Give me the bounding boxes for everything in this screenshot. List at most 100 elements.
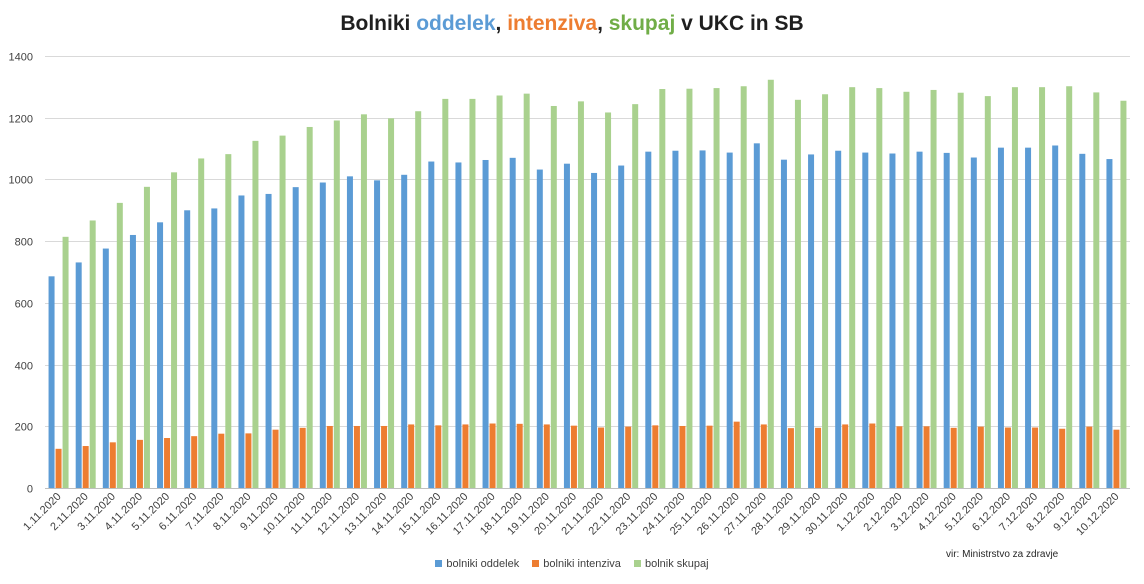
title-part-intenziva: intenziva (507, 12, 598, 35)
bar-skupaj (957, 92, 964, 488)
bar-oddelek (726, 152, 733, 488)
bar-skupaj (767, 79, 774, 488)
bar-intenziva (353, 425, 360, 488)
bar-intenziva (82, 446, 89, 488)
bar-oddelek (699, 150, 706, 489)
bar-oddelek (75, 262, 82, 488)
bar-skupaj (1120, 100, 1127, 489)
bar-skupaj (306, 126, 313, 488)
bar-skupaj (62, 236, 69, 488)
bar-intenziva (652, 425, 659, 488)
bar-intenziva (326, 425, 333, 488)
bar-skupaj (605, 112, 612, 488)
bar-intenziva (435, 425, 442, 488)
bar-intenziva (760, 424, 767, 488)
bar-skupaj (903, 91, 910, 488)
bars (48, 79, 1127, 489)
source-note: vir: Ministrstvo za zdravje (946, 549, 1059, 560)
bar-skupaj (388, 118, 395, 488)
legend-item-skupaj: bolnik skupaj (633, 558, 709, 570)
bar-oddelek (645, 151, 652, 488)
y-tick-label: 400 (15, 361, 33, 373)
bar-skupaj (686, 88, 693, 489)
bar-intenziva (381, 425, 388, 488)
bar-oddelek (292, 187, 299, 488)
y-axis-tick-labels: 0 200 400 600 800 1000 1200 1400 (9, 52, 33, 496)
y-tick-label: 1200 (9, 114, 33, 126)
bar-skupaj (333, 120, 340, 489)
bar-intenziva (191, 436, 198, 488)
bar-skupaj (849, 87, 856, 489)
bar-oddelek (211, 208, 218, 488)
bar-skupaj (198, 158, 205, 488)
bar-skupaj (1093, 92, 1100, 488)
bar-skupaj (713, 88, 720, 488)
bar-oddelek (536, 169, 543, 489)
bar-oddelek (970, 157, 977, 488)
bar-oddelek (780, 159, 787, 488)
bar-intenziva (136, 439, 143, 488)
legend-label-intenziva: bolniki intenziva (543, 558, 621, 570)
bar-skupaj (822, 94, 829, 488)
bar-intenziva (164, 438, 171, 488)
bar-intenziva (923, 426, 930, 488)
bar-skupaj (469, 98, 476, 488)
title-part-ukc-sb: v UKC in SB (675, 12, 804, 35)
bar-oddelek (509, 157, 516, 488)
title-part-bolniki: Bolniki (340, 12, 417, 35)
bar-intenziva (109, 442, 116, 488)
title-part-comma-2: , (597, 12, 609, 35)
bar-oddelek (48, 276, 55, 488)
y-tick-label: 1400 (9, 52, 33, 64)
bar-skupaj (171, 172, 178, 488)
bar-skupaj (116, 202, 123, 488)
title-part-comma-1: , (495, 12, 508, 35)
x-axis-tick-labels: 1.11.20202.11.20203.11.20204.11.20205.11… (21, 491, 1121, 538)
bar-intenziva (977, 426, 984, 488)
gridlines (45, 56, 1130, 489)
bar-oddelek (184, 210, 191, 489)
bar-intenziva (787, 428, 794, 488)
bar-intenziva (1032, 427, 1039, 488)
legend-swatch-oddelek (435, 560, 443, 567)
bar-intenziva (570, 425, 577, 488)
bar-intenziva (815, 427, 822, 488)
bar-skupaj (1011, 87, 1018, 489)
bar-skupaj (143, 186, 150, 488)
bar-skupaj (740, 86, 747, 489)
bar-oddelek (862, 152, 869, 488)
bar-oddelek (102, 248, 109, 488)
bar-intenziva (598, 427, 605, 488)
bar-oddelek (401, 174, 408, 489)
y-tick-label: 800 (15, 237, 33, 249)
bar-intenziva (462, 424, 469, 488)
bar-skupaj (632, 104, 639, 488)
bar-skupaj (1066, 86, 1073, 489)
bar-oddelek (672, 150, 679, 489)
bar-skupaj (930, 89, 937, 488)
legend-item-intenziva: bolniki intenziva (532, 558, 621, 570)
bar-intenziva (1059, 428, 1066, 488)
y-tick-label: 600 (15, 299, 33, 311)
bar-oddelek (753, 143, 760, 488)
bar-intenziva (869, 423, 876, 488)
bar-oddelek (618, 165, 625, 489)
title-part-skupaj: skupaj (608, 12, 676, 35)
bar-intenziva (1113, 429, 1120, 488)
bar-skupaj (496, 95, 503, 488)
legend-label-skupaj: bolnik skupaj (644, 558, 709, 570)
bar-skupaj (442, 98, 449, 488)
y-tick-label: 1000 (9, 175, 33, 187)
bar-oddelek (808, 154, 815, 488)
bar-intenziva (272, 429, 279, 488)
chart-title: Bolniki oddelek, intenziva, skupaj v UKC… (0, 12, 1144, 36)
bar-oddelek (1106, 159, 1113, 488)
bar-oddelek (129, 234, 136, 488)
bar-oddelek (1025, 147, 1032, 488)
bar-intenziva (950, 427, 957, 488)
bar-skupaj (984, 96, 991, 489)
legend-swatch-skupaj (633, 560, 641, 567)
bar-oddelek (265, 193, 272, 488)
bar-skupaj (225, 154, 232, 488)
